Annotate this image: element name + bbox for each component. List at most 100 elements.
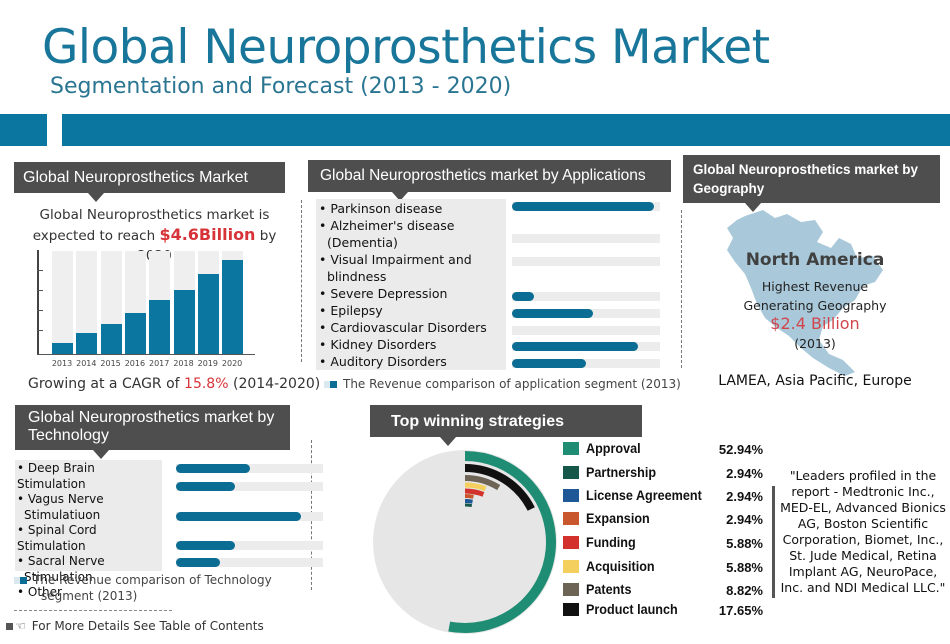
legend-value: 5.88% (726, 560, 763, 575)
arc-expansion (464, 494, 474, 499)
legend-label: Patents (586, 581, 632, 597)
page-subtitle: Segmentation and Forecast (2013 - 2020) (50, 74, 512, 99)
bar-fill (176, 558, 221, 567)
forecast-prefix: expected to reach (32, 228, 160, 244)
bar-fill (176, 464, 250, 473)
applications-item: • Cardiovascular Disorders (319, 319, 506, 336)
legend-label: Acquisition (586, 558, 655, 574)
bullet-icon: • (319, 218, 331, 233)
legend-value: 5.88% (726, 536, 763, 551)
cagr-value: 15.8% (184, 376, 229, 392)
square-icon (6, 623, 13, 630)
bar-track (512, 202, 660, 211)
bar-fill (173, 290, 195, 354)
bar-fill (512, 309, 594, 318)
legend-value: 2.94% (726, 489, 763, 504)
legend-swatch (330, 381, 337, 388)
legend-value: 8.82% (726, 583, 763, 598)
banner-block-left (0, 114, 47, 146)
x-tick-label: 2013 (51, 359, 73, 368)
bar-2019 (197, 251, 219, 354)
technology-item: • Vagus Nerve Stimulatiuon (17, 492, 162, 523)
item-label: Visual Impairment and (330, 252, 472, 267)
strategies-heading: Top winning strategies (370, 405, 642, 446)
cagr-text: Growing at a CAGR of 15.8% (2014-2020) (28, 376, 320, 392)
x-tick-label: 2015 (100, 359, 121, 368)
arc-approval (448, 451, 556, 633)
bar-fill (124, 312, 146, 354)
item-label: Sacral Nerve (27, 554, 105, 568)
more-details-text: For More Details See Table of Contents (31, 619, 264, 633)
legend-item: Expansion 2.94% (563, 510, 763, 528)
item-label-continued: (Dementia) (327, 235, 398, 250)
arc-patents (464, 475, 501, 491)
applications-item: • Parkinson disease (319, 200, 506, 217)
applications-item: • Epilepsy (319, 302, 506, 319)
legend-item: Acquisition 5.88% (563, 558, 763, 576)
pointing-hand-icon: ☜ (15, 619, 26, 633)
applications-item: • Visual Impairment and blindness (319, 251, 506, 285)
applications-item: • Severe Depression (319, 285, 506, 302)
legend-label: Approval (586, 440, 641, 456)
bar-track (176, 464, 323, 473)
divider-vertical (681, 210, 682, 368)
legend-swatch (563, 442, 579, 455)
bar-fill (76, 333, 98, 354)
divider-horizontal (14, 610, 172, 611)
bar-fill (197, 273, 219, 354)
bar-fill (222, 260, 244, 354)
more-details-link[interactable]: ☜ For More Details See Table of Contents (6, 619, 264, 633)
item-label: Alzheimer's disease (330, 218, 455, 233)
bar-fill (52, 342, 73, 354)
cagr-prefix: Growing at a CAGR of (28, 376, 185, 392)
item-label: Vagus Nerve (27, 492, 104, 506)
technology-legend-line2: segment (2013) (41, 589, 138, 603)
bar-2017 (149, 251, 171, 354)
bar-2020 (222, 251, 244, 354)
item-label: Deep Brain Stimulation (17, 461, 95, 491)
y-tick (37, 290, 43, 291)
bar-fill (512, 359, 586, 368)
legend-swatch (563, 583, 579, 596)
legend-value: 17.65% (718, 603, 763, 618)
bar-fill (512, 202, 655, 211)
legend-swatch (563, 512, 579, 525)
bar-track (176, 558, 323, 567)
x-tick-label: 2020 (221, 359, 243, 368)
divider-vertical (301, 200, 302, 362)
bar-track (512, 326, 660, 335)
legend-swatch (563, 603, 579, 616)
y-tick (37, 330, 43, 331)
legend-swatch (563, 560, 579, 573)
strategies-radial-chart (373, 450, 557, 634)
x-tick-label: 2019 (197, 359, 218, 368)
cagr-suffix: (2014-2020) (228, 376, 321, 392)
geography-value: $2.4 Billion (770, 314, 860, 333)
bullet-icon: • (319, 337, 331, 352)
x-axis (37, 354, 255, 355)
legend-swatch (20, 577, 27, 584)
geography-year: (2013) (794, 336, 836, 351)
item-label: Parkinson disease (330, 201, 443, 216)
bar-track (176, 541, 323, 550)
legend-item: Product launch 17.65% (563, 601, 763, 619)
bullet-icon: • (17, 523, 28, 537)
bar-track (512, 292, 660, 301)
geography-region: North America (745, 250, 885, 270)
market-heading: Global Neuroprosthetics Market (14, 162, 285, 202)
item-label: Kidney Disorders (330, 337, 437, 352)
technology-legend: The Revenue comparison of Technology seg… (20, 572, 310, 604)
item-label-continued: blindness (327, 269, 387, 284)
bar-fill (176, 482, 235, 491)
applications-legend: The Revenue comparison of application se… (330, 377, 681, 391)
item-label: Cardiovascular Disorders (330, 320, 487, 335)
bar-fill (149, 300, 171, 354)
technology-heading: Global Neuroprosthetics market by Techno… (15, 405, 290, 459)
legend-value: 2.94% (726, 466, 763, 481)
technology-item: • Spinal Cord Stimulation (17, 523, 162, 554)
bar-2015 (100, 251, 122, 354)
legend-label: License Agreement (586, 487, 702, 503)
x-tick-label: 2016 (124, 359, 146, 368)
bar-track (176, 512, 323, 521)
bar-track (176, 482, 323, 491)
